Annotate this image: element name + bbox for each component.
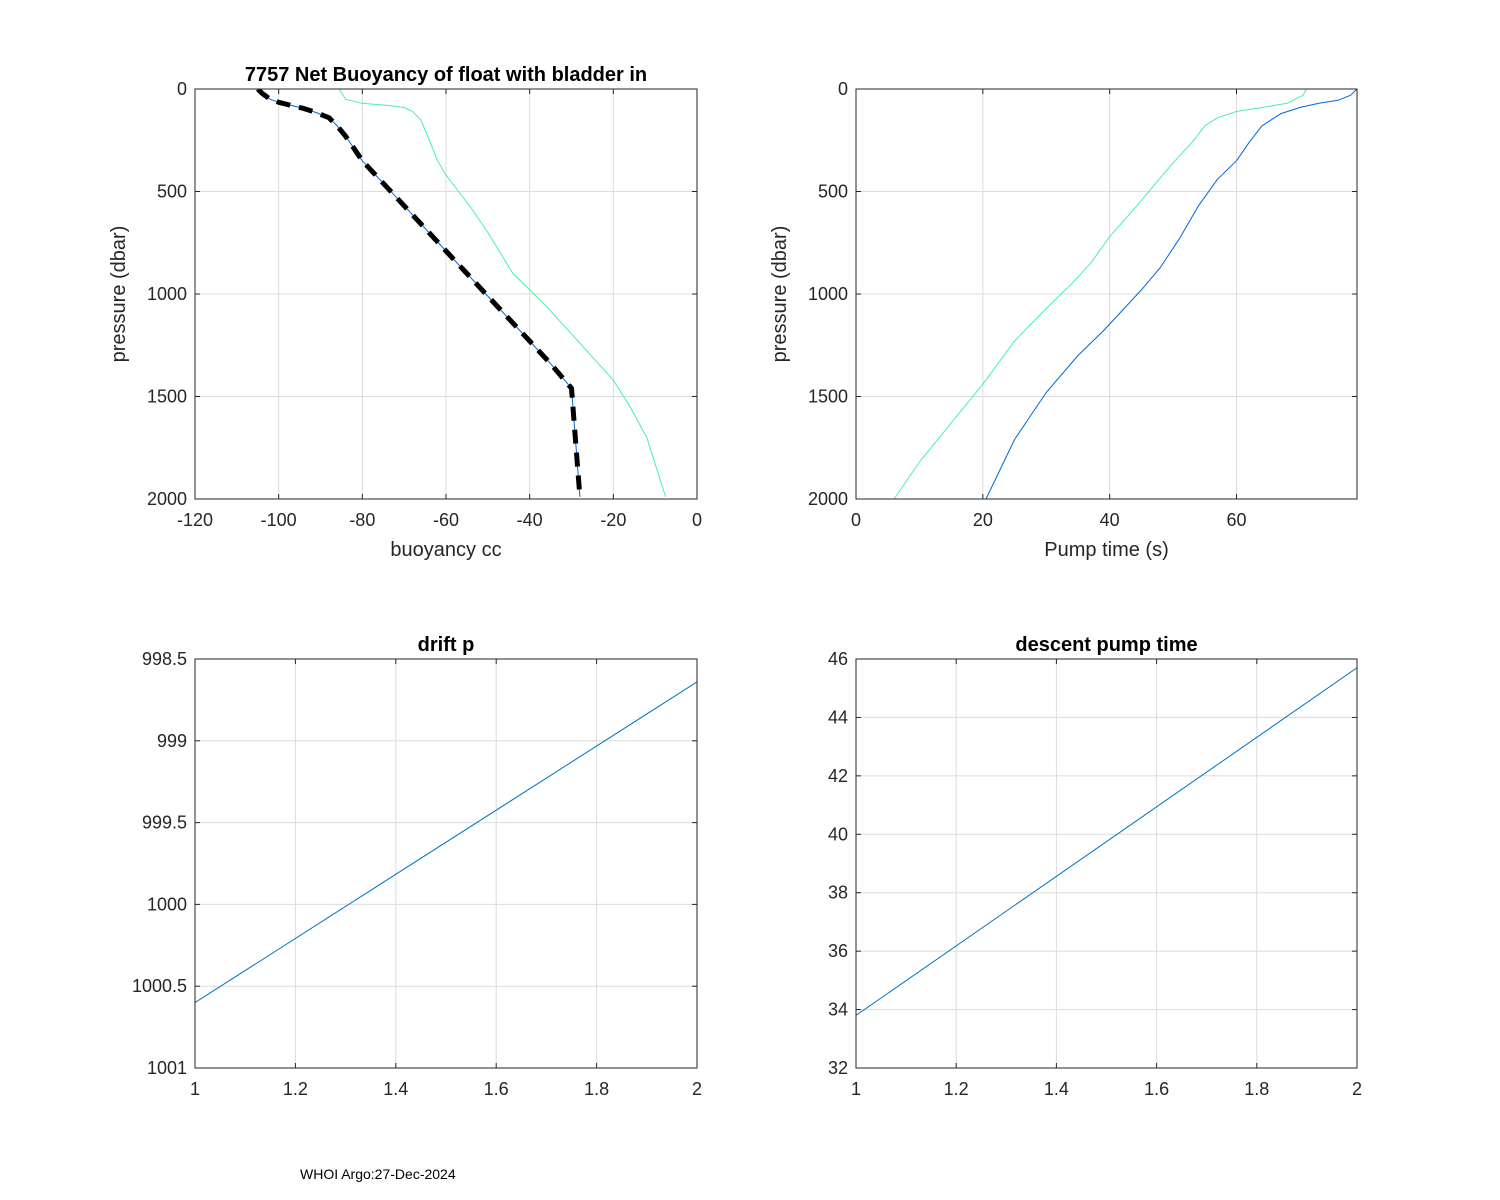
x-tick-label: 20 [973, 510, 993, 530]
y-tick-label: 999.5 [142, 813, 187, 833]
y-tick-label: 36 [828, 941, 848, 961]
x-tick-label: 1.8 [584, 1079, 609, 1099]
y-tick-label: 38 [828, 883, 848, 903]
y-tick-label: 1000 [147, 894, 187, 914]
drift-p-plot: 1 1.2 1.4 1.6 1.8 2 998.5 999 999.5 1000 1000.5 100… [132, 634, 702, 1099]
series-dash-line [256, 89, 583, 498]
x-tick-label: -60 [433, 510, 459, 530]
y-tick-label: 999 [157, 731, 187, 751]
x-tick-label: -40 [517, 510, 543, 530]
x-axis-label: buoyancy cc [390, 539, 501, 561]
descent-pump-time-plot: 1 1.2 1.4 1.6 1.8 2 32 34 36 38 40 42 44 46 descent pu… [828, 634, 1362, 1099]
x-tick-label: 60 [1226, 510, 1246, 530]
x-tick-label: 2 [1352, 1079, 1362, 1099]
y-tick-label: 46 [828, 649, 848, 669]
series-mint-line [338, 89, 667, 498]
y-tick-label: 2000 [808, 489, 848, 509]
axes-box [855, 658, 1358, 1069]
x-tick-label: 1.2 [283, 1079, 308, 1099]
series-blue-line [985, 89, 1357, 499]
x-tick-label: 40 [1100, 510, 1120, 530]
y-tick-label: 44 [828, 707, 848, 727]
y-tick-label: 500 [157, 182, 187, 202]
y-tick-label: 0 [838, 79, 848, 99]
x-tick-label: -80 [349, 510, 375, 530]
x-tick-label: -100 [261, 510, 297, 530]
x-tick-label: 2 [692, 1079, 702, 1099]
y-tick-label: 500 [818, 182, 848, 202]
y-tick-label: 1000 [147, 284, 187, 304]
y-tick-label: 32 [828, 1058, 848, 1078]
buoyancy-plot: -120 -100 -80 -60 -40 -20 0 0 500 1000 1500 2000 775… [108, 64, 702, 561]
y-tick-label: 998.5 [142, 649, 187, 669]
axes-box [194, 658, 698, 1069]
footer-credit: WHOI Argo:27-Dec-2024 [300, 1166, 456, 1182]
x-tick-label: 1 [851, 1079, 861, 1099]
chart-title: descent pump time [1015, 634, 1197, 656]
x-tick-label: 1 [190, 1079, 200, 1099]
y-tick-label: 34 [828, 1000, 848, 1020]
y-tick-label: 1001 [147, 1058, 187, 1078]
x-tick-label: 1.8 [1244, 1079, 1269, 1099]
x-tick-label: 0 [692, 510, 702, 530]
x-tick-label: 0 [851, 510, 861, 530]
series-mint-line [893, 89, 1307, 499]
y-tick-label: 2000 [147, 489, 187, 509]
series-line-line [195, 681, 697, 1004]
x-tick-label: 1.4 [1044, 1079, 1069, 1099]
chart-title: drift p [418, 634, 475, 656]
x-tick-label: -20 [600, 510, 626, 530]
y-tick-label: 40 [828, 824, 848, 844]
y-tick-label: 1000 [808, 284, 848, 304]
y-tick-label: 42 [828, 766, 848, 786]
y-tick-label: 1500 [147, 387, 187, 407]
pump-time-plot: 0 20 40 60 0 500 1000 1500 2000 Pump time (s) pres… [769, 79, 1358, 561]
series-line-line [856, 667, 1357, 1016]
x-axis-label: Pump time (s) [1044, 539, 1168, 561]
x-tick-label: -120 [177, 510, 213, 530]
y-tick-label: 0 [177, 79, 187, 99]
y-tick-label: 1500 [808, 387, 848, 407]
x-tick-label: 1.2 [944, 1079, 969, 1099]
plot-area [856, 659, 1357, 1068]
y-tick-label: 1000.5 [132, 976, 187, 996]
y-axis-label: pressure (dbar) [108, 226, 130, 363]
x-tick-label: 1.4 [383, 1079, 408, 1099]
x-tick-label: 1.6 [484, 1079, 509, 1099]
plot-area [195, 659, 697, 1068]
y-axis-label: pressure (dbar) [769, 226, 791, 363]
chart-title: 7757 Net Buoyancy of float with bladder … [245, 64, 647, 86]
x-tick-label: 1.6 [1144, 1079, 1169, 1099]
